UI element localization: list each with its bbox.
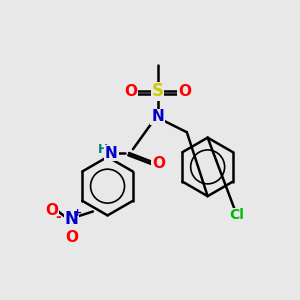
Text: O: O — [65, 230, 78, 245]
Text: O: O — [178, 84, 191, 99]
Text: O: O — [152, 155, 165, 170]
Text: +: + — [73, 208, 82, 218]
Text: -: - — [56, 210, 61, 224]
Text: N: N — [64, 210, 78, 228]
Text: N: N — [151, 109, 164, 124]
Text: O: O — [124, 84, 137, 99]
Text: O: O — [46, 203, 59, 218]
Text: N: N — [105, 146, 118, 160]
Text: Cl: Cl — [230, 208, 244, 222]
Text: S: S — [152, 82, 164, 100]
Text: H: H — [98, 143, 108, 157]
